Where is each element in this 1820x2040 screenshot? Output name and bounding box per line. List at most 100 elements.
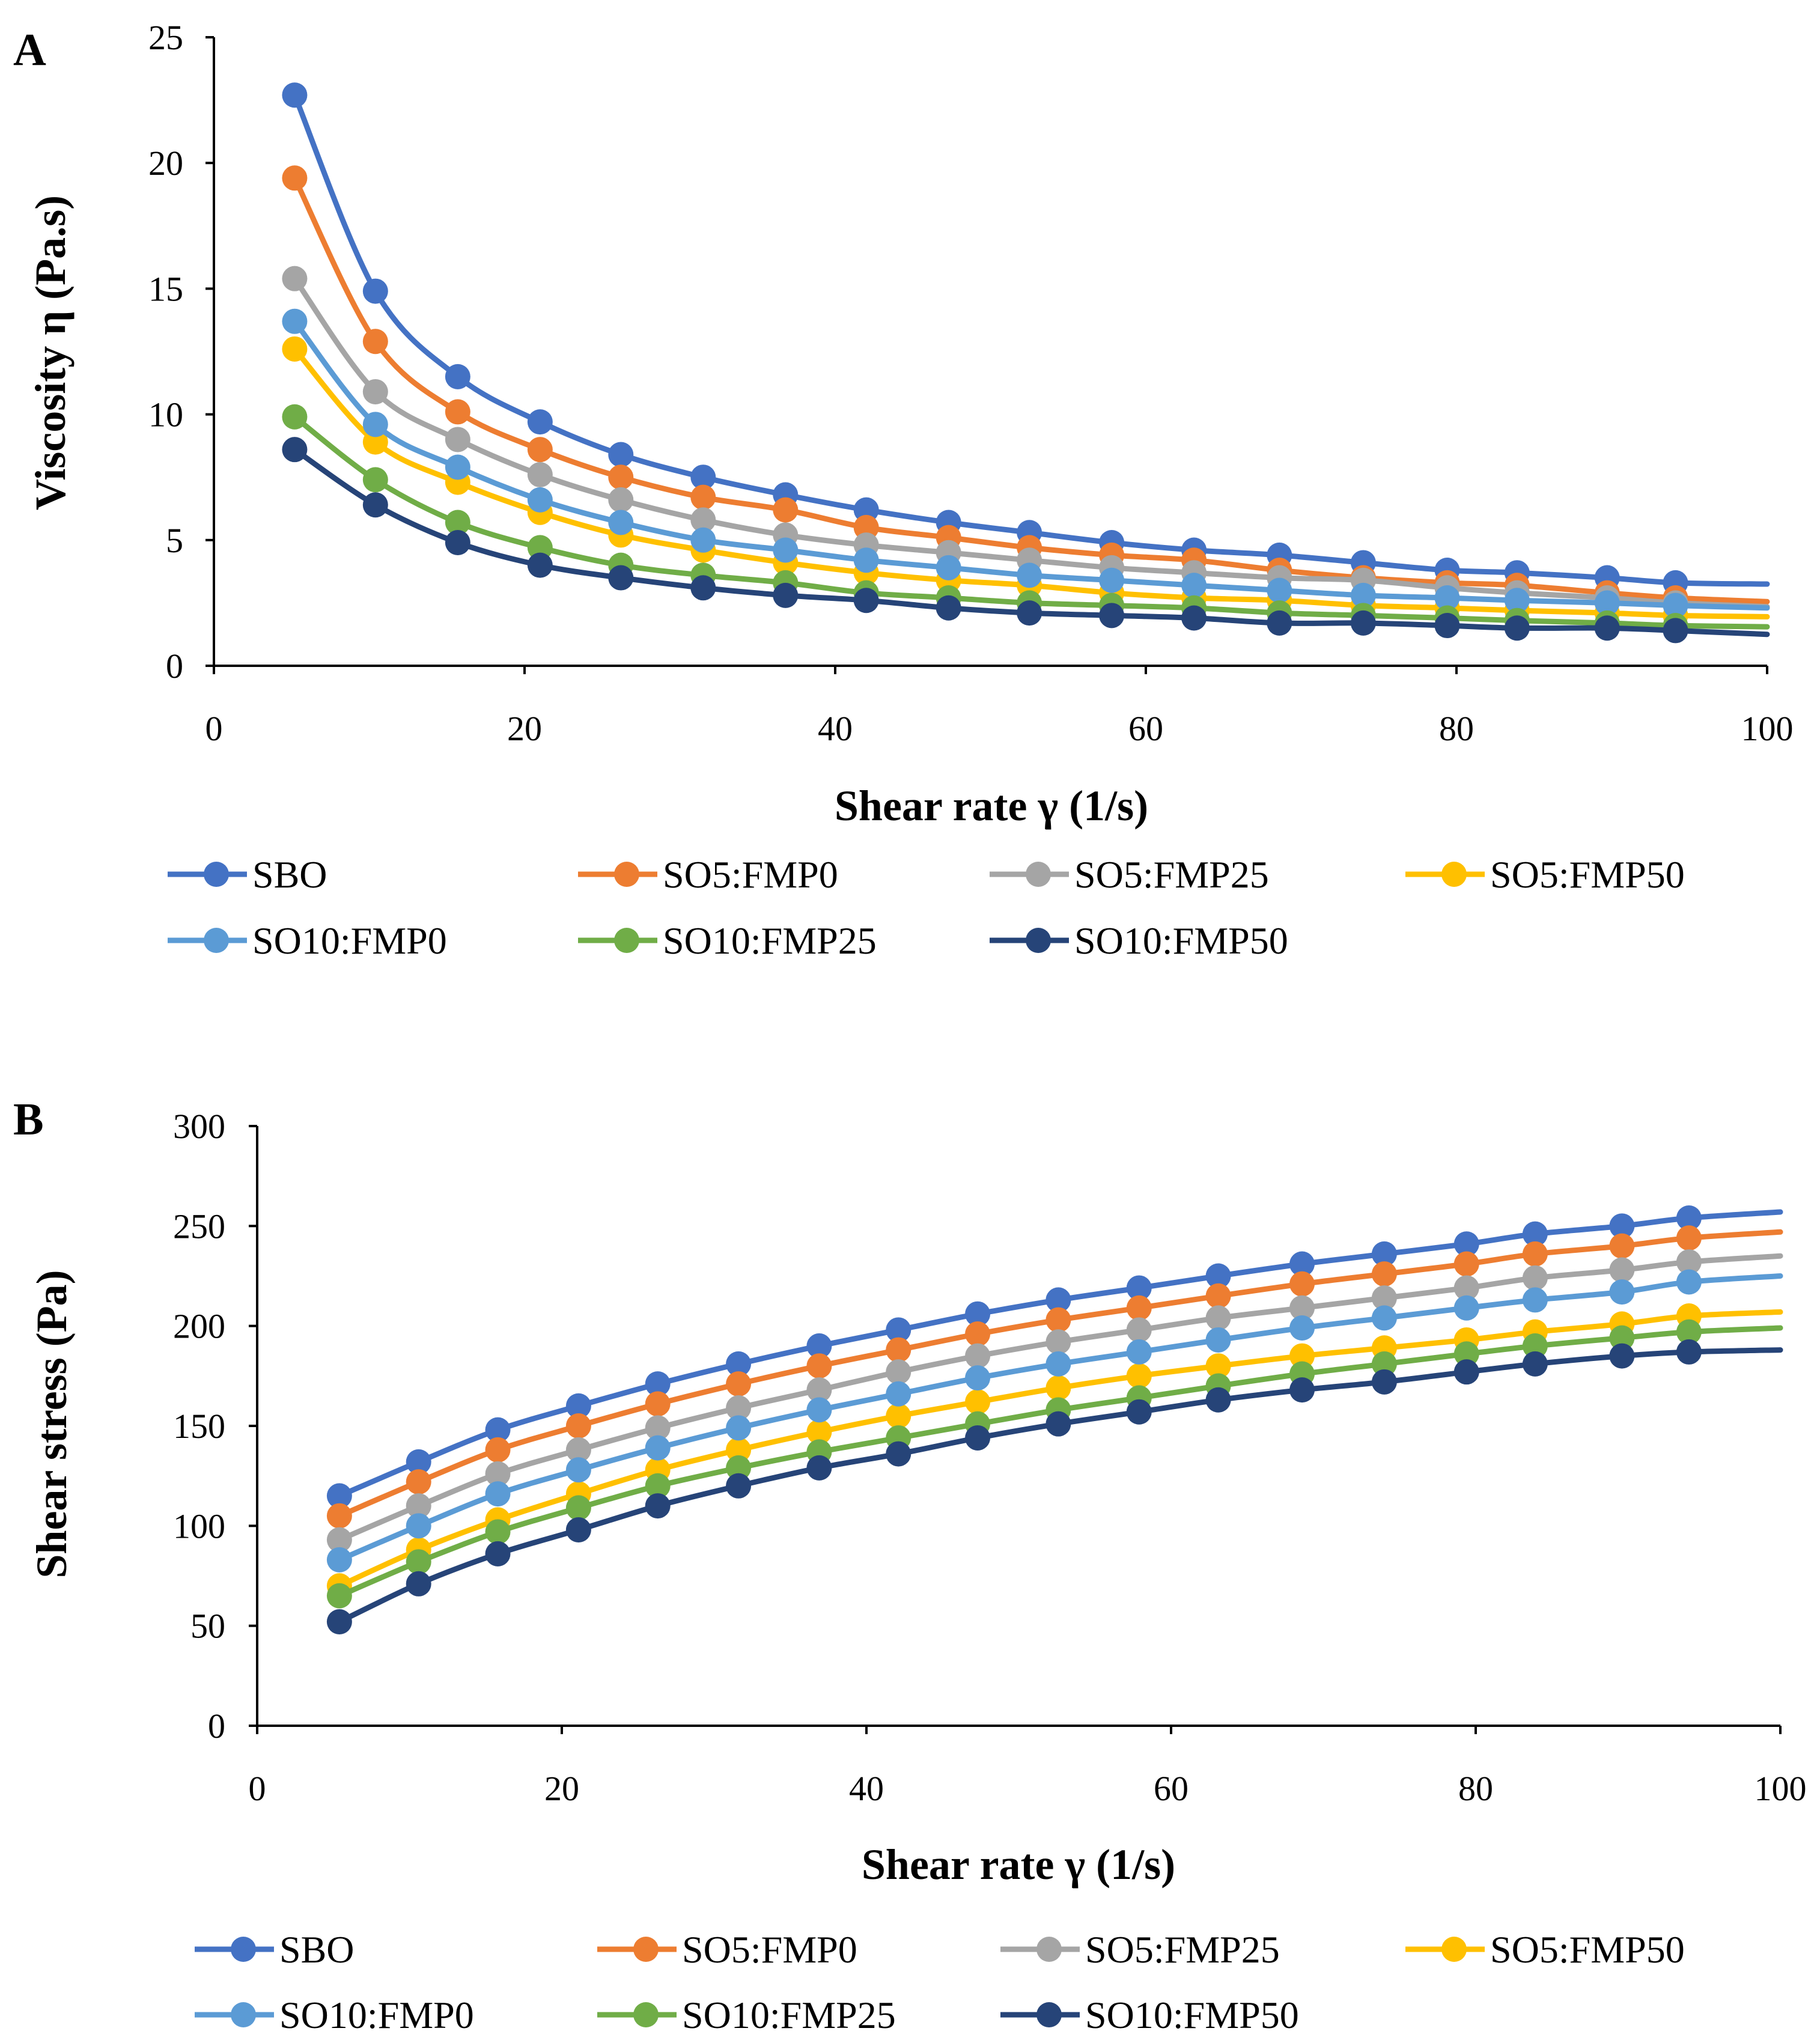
legend-label: SO10:FMP50: [1085, 1994, 1299, 2036]
data-point-so5-fmp0: [485, 1437, 511, 1463]
data-point-so10-fmp25: [1676, 1319, 1702, 1345]
data-point-so5-fmp25: [362, 379, 388, 404]
legend-swatch-marker: [204, 862, 229, 887]
data-point-sbo: [645, 1371, 671, 1397]
data-point-so5-fmp25: [1371, 1285, 1397, 1311]
data-point-sbo: [608, 442, 634, 467]
legend-swatch-marker: [1026, 928, 1051, 953]
legend-swatch-marker: [231, 2002, 256, 2027]
x-tick-label: 100: [1741, 709, 1794, 748]
x-tick-label: 0: [249, 1769, 266, 1808]
x-axis-title: Shear rate γ (1/s): [862, 1841, 1175, 1889]
legend-label: SO10:FMP25: [663, 919, 877, 962]
data-point-so5-fmp50: [965, 1389, 991, 1415]
data-point-so5-fmp25: [1676, 1249, 1702, 1275]
data-point-so10-fmp0: [886, 1381, 912, 1407]
series-so5-fmp25: [326, 1249, 1783, 1553]
x-tick-label: 80: [1439, 709, 1474, 748]
legend-label: SO10:FMP50: [1074, 919, 1288, 962]
x-tick-label: 80: [1458, 1769, 1493, 1808]
legend-label: SO5:FMP25: [1085, 1928, 1280, 1971]
data-point-so10-fmp0: [445, 454, 470, 480]
data-point-so5-fmp0: [406, 1469, 431, 1495]
legend-item-sbo: SBO: [168, 853, 327, 896]
data-point-so10-fmp0: [608, 510, 634, 535]
data-point-sbo: [1289, 1251, 1315, 1277]
data-point-so10-fmp25: [726, 1455, 752, 1481]
legend-item-sbo: SBO: [195, 1928, 355, 1971]
x-tick-labels: 0 20 40 60 80 100: [249, 1726, 1807, 1808]
data-point-so10-fmp25: [326, 1583, 352, 1609]
legend-item-so10-fmp0: SO10:FMP0: [168, 919, 447, 962]
data-point-sbo: [690, 464, 716, 490]
legend-swatch-marker: [614, 928, 639, 953]
data-point-so5-fmp0: [645, 1391, 671, 1417]
y-tick-label: 200: [173, 1307, 225, 1346]
data-point-so10-fmp0: [690, 527, 716, 553]
y-tick-label: 10: [148, 395, 183, 434]
x-tick-label: 100: [1755, 1769, 1807, 1808]
y-tick-label: 250: [173, 1207, 225, 1246]
series-sbo: [282, 82, 1770, 595]
x-tick-label: 20: [544, 1769, 579, 1808]
legend-item-so10-fmp50: SO10:FMP50: [1000, 1994, 1299, 2036]
data-point-so5-fmp50: [1126, 1363, 1152, 1389]
data-point-so10-fmp0: [1181, 573, 1207, 598]
data-point-so10-fmp25: [527, 535, 553, 561]
data-point-so10-fmp50: [806, 1455, 832, 1481]
data-point-so10-fmp0: [1594, 590, 1620, 616]
data-point-so5-fmp0: [608, 464, 634, 490]
x-tick-label: 40: [849, 1769, 884, 1808]
data-point-so10-fmp50: [1099, 603, 1125, 629]
data-point-so10-fmp50: [1350, 610, 1376, 636]
data-point-so10-fmp50: [965, 1425, 991, 1451]
data-point-sbo: [485, 1417, 511, 1443]
y-tick-label: 15: [148, 269, 183, 308]
data-point-so10-fmp0: [282, 308, 308, 334]
data-point-sbo: [1045, 1287, 1071, 1313]
panel-label-a: A: [13, 25, 46, 75]
data-point-so5-fmp25: [1289, 1295, 1315, 1321]
data-point-so10-fmp50: [1504, 615, 1530, 641]
data-point-so10-fmp0: [1126, 1339, 1152, 1365]
data-point-so10-fmp50: [1267, 610, 1292, 636]
data-point-so5-fmp0: [853, 514, 879, 540]
legend-label: SO5:FMP25: [1074, 853, 1269, 896]
legend-swatch-marker: [633, 2002, 659, 2027]
data-point-so5-fmp25: [806, 1377, 832, 1403]
data-point-so10-fmp50: [1594, 615, 1620, 641]
data-point-so10-fmp0: [1522, 1287, 1548, 1313]
data-point-sbo: [886, 1317, 912, 1343]
data-point-so5-fmp25: [886, 1359, 912, 1385]
data-point-so10-fmp50: [485, 1541, 511, 1567]
y-tick-labels: 0 5 10 15 20 25: [148, 18, 214, 686]
legend-label: SBO: [252, 853, 327, 896]
series-line-sbo: [291, 92, 1770, 587]
data-point-so10-fmp0: [485, 1481, 511, 1507]
data-point-so5-fmp25: [282, 266, 308, 291]
data-point-so10-fmp0: [1434, 585, 1460, 611]
data-point-so5-fmp25: [608, 487, 634, 513]
data-point-so10-fmp50: [1126, 1399, 1152, 1425]
data-point-so10-fmp25: [1371, 1351, 1397, 1377]
data-point-so5-fmp25: [1126, 1317, 1152, 1343]
legend-label: SO5:FMP0: [663, 853, 838, 896]
data-point-sbo: [1609, 1213, 1635, 1239]
legend-label: SBO: [279, 1928, 355, 1971]
y-tick-label: 300: [173, 1107, 225, 1146]
data-point-so10-fmp50: [645, 1493, 671, 1519]
data-point-sbo: [965, 1301, 991, 1327]
data-point-so10-fmp50: [773, 582, 799, 608]
data-point-so10-fmp0: [1663, 592, 1688, 618]
data-point-so10-fmp50: [1371, 1369, 1397, 1395]
data-point-so5-fmp25: [1609, 1257, 1635, 1283]
data-point-so10-fmp25: [565, 1495, 591, 1521]
data-point-so10-fmp50: [690, 575, 716, 601]
data-point-sbo: [1676, 1205, 1702, 1231]
series-so10-fmp0: [326, 1269, 1783, 1573]
data-point-so10-fmp0: [1205, 1327, 1231, 1353]
data-point-so5-fmp25: [1205, 1305, 1231, 1331]
data-point-so5-fmp50: [1045, 1375, 1071, 1401]
data-point-so5-fmp0: [965, 1321, 991, 1347]
